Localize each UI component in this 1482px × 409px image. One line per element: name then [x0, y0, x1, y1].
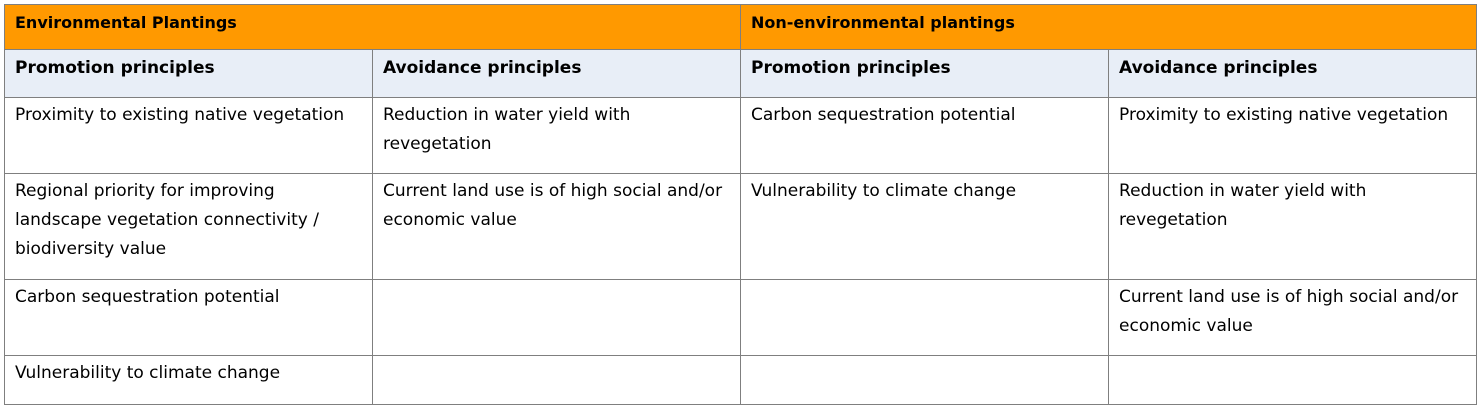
- group-header-environmental: Environmental Plantings: [3, 4, 742, 50]
- table-cell: Carbon sequestration potential: [4, 279, 373, 356]
- table-cell: Proximity to existing native vegetation: [1108, 97, 1478, 174]
- table-row: Carbon sequestration potential Current l…: [4, 279, 1478, 356]
- table-cell: Vulnerability to climate change: [4, 355, 373, 405]
- table-cell: Regional priority for improving landscap…: [4, 173, 373, 280]
- table-cell: Current land use is of high social and/o…: [1108, 279, 1478, 356]
- table-cell: [371, 355, 742, 405]
- table-row: Proximity to existing native vegetation …: [4, 97, 1478, 174]
- table-cell: [1108, 355, 1478, 405]
- subheader-env-promotion: Promotion principles: [4, 49, 373, 98]
- table-row: Vulnerability to climate change: [4, 355, 1478, 405]
- table-cell: Reduction in water yield with revegetati…: [1108, 173, 1478, 280]
- table-cell: Proximity to existing native vegetation: [4, 97, 373, 174]
- subheader-env-avoidance: Avoidance principles: [371, 49, 742, 98]
- table-cell: Current land use is of high social and/o…: [371, 173, 742, 280]
- table-cell: [740, 355, 1110, 405]
- group-header-non-environmental: Non-environmental plantings: [740, 4, 1478, 50]
- subheader-row: Promotion principles Avoidance principle…: [4, 49, 1478, 98]
- table-cell: Carbon sequestration potential: [740, 97, 1110, 174]
- subheader-nonenv-avoidance: Avoidance principles: [1108, 49, 1478, 98]
- table-cell: Vulnerability to climate change: [740, 173, 1110, 280]
- table-row: Regional priority for improving landscap…: [4, 173, 1478, 280]
- table-cell: [371, 279, 742, 356]
- table-cell: [740, 279, 1110, 356]
- table-cell: Reduction in water yield with revegetati…: [371, 97, 742, 174]
- subheader-nonenv-promotion: Promotion principles: [740, 49, 1110, 98]
- group-header-row: Environmental Plantings Non-environmenta…: [3, 4, 1478, 50]
- principles-table-wrapper: Environmental Plantings Non-environmenta…: [3, 4, 1478, 405]
- principles-table: Environmental Plantings Non-environmenta…: [3, 4, 1478, 405]
